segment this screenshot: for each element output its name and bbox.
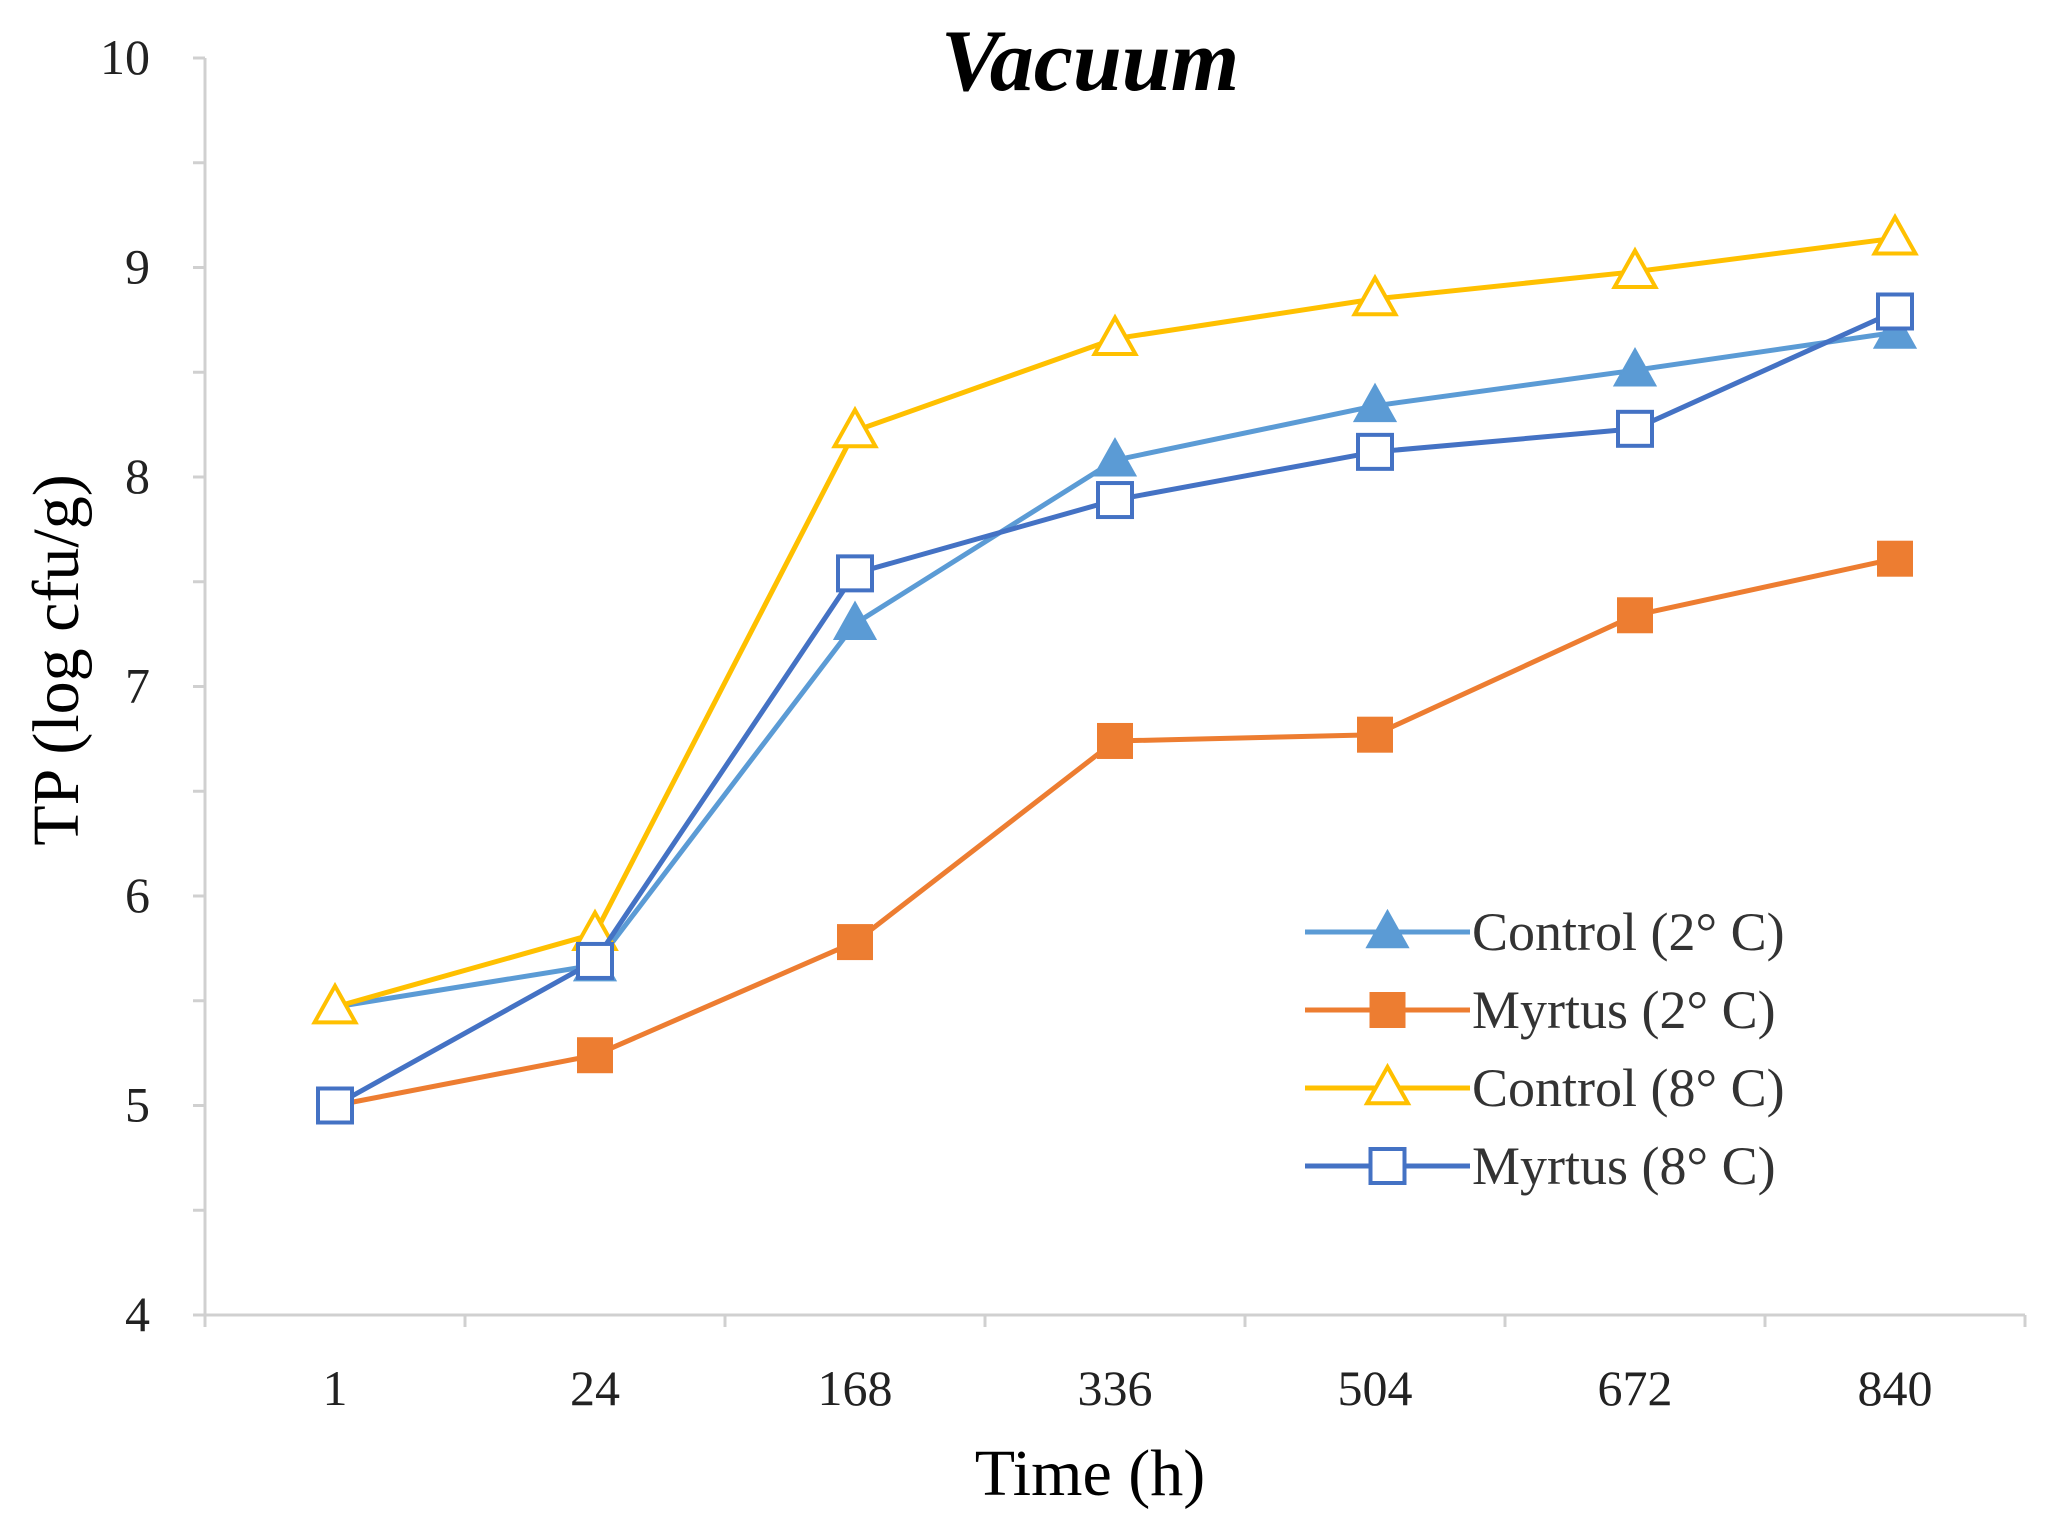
data-point [1617, 597, 1653, 634]
legend-label: Myrtus (8° C) [1472, 1136, 1776, 1196]
y-tick-label: 7 [125, 658, 150, 714]
y-tick-label: 9 [125, 239, 150, 295]
data-point [1612, 347, 1658, 387]
y-axis-label: TP (log cfu/g) [20, 474, 93, 845]
data-point [316, 1086, 354, 1125]
series-4 [316, 292, 1914, 1125]
data-point [837, 924, 873, 961]
y-tick-label: 5 [125, 1077, 150, 1133]
x-tick-label: 504 [1338, 1360, 1413, 1416]
y-tick-label: 4 [125, 1286, 150, 1342]
legend-entry: Myrtus (2° C) [1305, 980, 1776, 1040]
x-tick-label: 672 [1598, 1360, 1673, 1416]
x-tick-label: 1 [323, 1360, 348, 1416]
data-point [832, 600, 878, 640]
data-point [1616, 409, 1654, 448]
legend-entry: Control (2° C) [1305, 902, 1785, 962]
data-point [1352, 382, 1398, 423]
y-tick-label: 6 [125, 867, 150, 923]
legend-entry: Control (8° C) [1305, 1058, 1785, 1118]
data-point [1091, 313, 1139, 357]
data-point [311, 981, 359, 1025]
chart-title: Vacuum [941, 13, 1239, 110]
legend-label: Control (8° C) [1472, 1058, 1785, 1118]
y-tick-label: 8 [125, 448, 150, 504]
legend-label: Myrtus (2° C) [1472, 980, 1776, 1040]
data-point [1357, 716, 1393, 753]
legend-label: Control (2° C) [1472, 902, 1785, 962]
data-point [1369, 992, 1406, 1028]
data-point [1097, 722, 1133, 759]
data-point [577, 1037, 613, 1074]
data-point [836, 554, 874, 593]
x-tick-label: 336 [1078, 1360, 1153, 1416]
data-point [1356, 432, 1394, 471]
data-point [1611, 246, 1659, 289]
x-tick-label: 840 [1858, 1360, 1933, 1416]
data-point [1876, 292, 1914, 331]
axes: 4 5 6 7 8 9 10 1 24 168 336 504 672 840 [100, 29, 2027, 1416]
data-point [1365, 908, 1410, 949]
x-tick-label: 24 [570, 1360, 620, 1416]
data-point [1363, 1062, 1412, 1106]
series-3 [311, 213, 1919, 1025]
data-point [831, 405, 879, 449]
data-point [576, 941, 614, 980]
y-tick-label: 10 [100, 29, 150, 85]
data-point [1351, 273, 1399, 317]
x-axis-label: Time (h) [975, 1437, 1205, 1510]
legend-entry: Myrtus (8° C) [1305, 1136, 1776, 1196]
data-point [1368, 1147, 1407, 1185]
legend: Control (2° C) Myrtus (2° C) Control (8° C… [1305, 902, 1785, 1196]
x-tick-label: 168 [818, 1360, 893, 1416]
data-point [1096, 481, 1134, 520]
data-point [1092, 437, 1138, 477]
data-point [1877, 540, 1913, 577]
data-point [1871, 213, 1919, 256]
series-layer [311, 213, 1919, 1125]
